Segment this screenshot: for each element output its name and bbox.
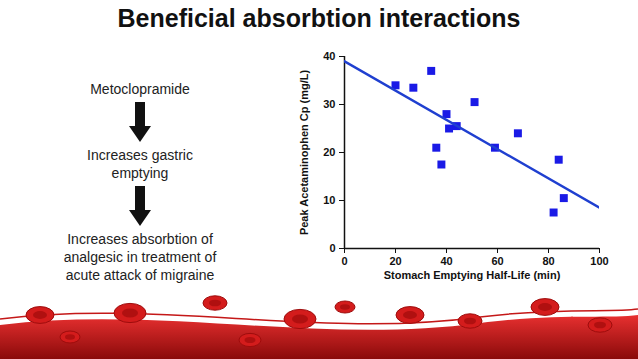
svg-text:0: 0 [329, 242, 335, 254]
svg-text:60: 60 [491, 255, 503, 267]
svg-text:20: 20 [389, 255, 401, 267]
svg-text:30: 30 [323, 98, 335, 110]
svg-text:20: 20 [323, 146, 335, 158]
svg-text:Stomach Emptying Half-Life (mi: Stomach Emptying Half-Life (min) [384, 269, 561, 281]
html-text:Metoclopramide: Metoclopramide [90, 81, 190, 97]
svg-text:40: 40 [440, 255, 452, 267]
html-text:acute attack of migraine: acute attack of migraine [65, 267, 215, 283]
html-text:analgesic in treatment of: analgesic in treatment of [63, 249, 217, 265]
svg-text:Peak Acetaminophen Cp (mg/L): Peak Acetaminophen Cp (mg/L) [298, 70, 310, 236]
html-text:Beneficial absorbtion interact: Beneficial absorbtion interactions [117, 4, 521, 32]
html-text:Increases absorbtion of: Increases absorbtion of [67, 231, 213, 247]
svg-text:80: 80 [542, 255, 554, 267]
svg-text:0: 0 [341, 255, 347, 267]
html-text:emptying: emptying [111, 165, 169, 181]
html-text:Increases gastric: Increases gastric [87, 147, 193, 163]
svg-text:40: 40 [323, 50, 335, 62]
svg-text:100: 100 [590, 255, 608, 267]
svg-text:10: 10 [323, 194, 335, 206]
